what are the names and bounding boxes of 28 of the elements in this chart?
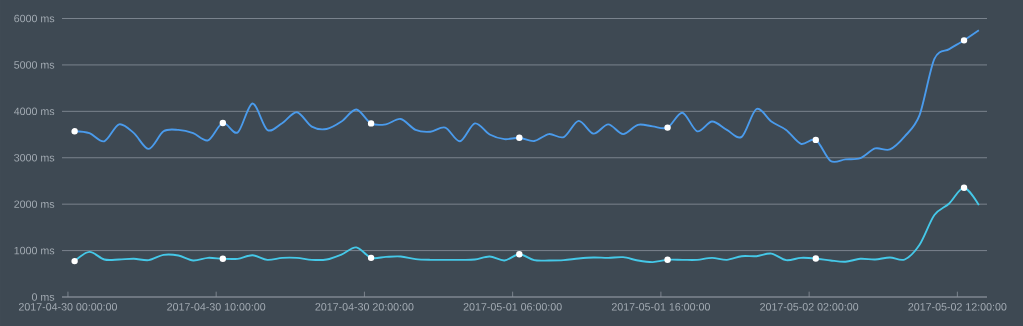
x-tick-label: 2017-04-30 10:00:00	[167, 303, 266, 311]
point	[219, 255, 227, 263]
point	[664, 256, 671, 264]
point	[367, 120, 375, 127]
y-tick-label: 2000 ms	[14, 200, 55, 208]
point	[960, 184, 968, 191]
point	[812, 136, 819, 144]
point	[516, 134, 523, 141]
point	[71, 128, 78, 135]
y-tick-label: 3000 ms	[14, 153, 55, 162]
point	[664, 124, 671, 131]
x-tick-label: 2017-04-30 00:00:00	[18, 303, 118, 311]
x-tick-label: 2017-04-30 20:00:00	[315, 303, 414, 311]
y-tick-label: 4000 ms	[13, 107, 55, 116]
point	[219, 119, 227, 127]
x-tick-label: 2017-05-02 12:00:00	[908, 303, 1007, 311]
point	[960, 37, 968, 44]
x-tick-label: 2017-05-01 16:00:00	[611, 303, 710, 311]
y-tick-label: 5000 ms	[14, 61, 55, 69]
y-tick-label: 6000 ms	[14, 14, 55, 23]
point	[516, 251, 523, 258]
point	[812, 255, 819, 262]
x-tick-label: 2017-05-02 02:00:00	[760, 303, 859, 311]
point	[367, 254, 375, 262]
x-tick-label: 2017-05-01 06:00:00	[463, 303, 562, 311]
y-tick-label: 0 ms	[31, 293, 55, 301]
point	[71, 257, 78, 265]
y-tick-label: 1000 ms	[14, 246, 55, 255]
